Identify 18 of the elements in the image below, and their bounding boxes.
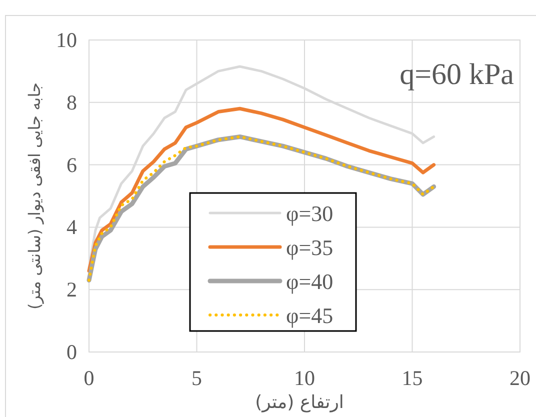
annotation: q=60 kPa bbox=[400, 58, 514, 91]
y-tick-label: 0 bbox=[66, 340, 77, 364]
x-tick-label: 0 bbox=[84, 366, 94, 390]
x-tick-label: 15 bbox=[402, 366, 423, 390]
y-tick-label: 4 bbox=[66, 215, 78, 240]
y-axis-title: جابه جایی افقی دیوار (سانتی متر) bbox=[25, 82, 44, 310]
x-axis-title: ارتفاع (متر) bbox=[255, 392, 344, 413]
y-tick-label: 8 bbox=[66, 90, 77, 114]
legend-label: φ=30 bbox=[286, 201, 334, 226]
x-tick-label: 20 bbox=[510, 366, 530, 390]
legend-label: φ=35 bbox=[286, 235, 334, 260]
legend-label: φ=40 bbox=[286, 269, 334, 294]
x-tick-label: 5 bbox=[192, 366, 202, 390]
x-tick-label: 10 bbox=[294, 366, 315, 390]
y-tick-label: 2 bbox=[66, 278, 77, 302]
y-tick-label: 6 bbox=[66, 152, 77, 177]
y-tick-label: 10 bbox=[56, 28, 77, 52]
legend-label: φ=45 bbox=[286, 303, 334, 328]
